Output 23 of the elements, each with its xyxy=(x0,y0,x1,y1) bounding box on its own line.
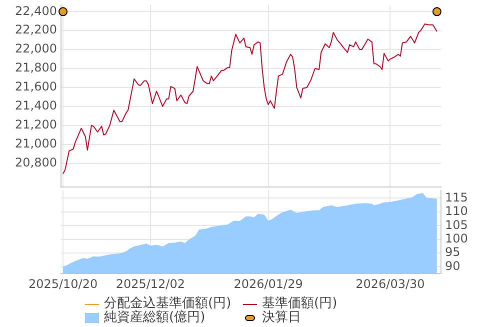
y2-tick-label: 90 xyxy=(445,258,460,273)
y-tick-label: 22,000 xyxy=(15,42,57,56)
y-tick-label: 21,400 xyxy=(15,98,57,113)
y2-tick-label: 110 xyxy=(445,204,468,218)
y-tick-label: 21,000 xyxy=(15,136,57,150)
x-tick-label: 2026/01/29 xyxy=(234,276,303,291)
legend-label: 基準価額(円) xyxy=(262,296,338,311)
x-tick-label: 2025/12/02 xyxy=(116,276,185,291)
legend-label: 決算日 xyxy=(262,310,301,325)
y-tick-label: 22,400 xyxy=(15,4,57,18)
y-tick-label: 22,200 xyxy=(15,22,57,37)
y-tick-label: 21,200 xyxy=(15,118,57,132)
y-tick-label: 21,800 xyxy=(15,60,57,75)
x-tick-label: 2026/03/30 xyxy=(356,276,425,291)
legend-label: 分配金込基準価額(円) xyxy=(104,296,232,311)
y2-tick-label: 100 xyxy=(445,231,468,246)
y-tick-label: 21,600 xyxy=(15,80,57,94)
y2-tick-label: 105 xyxy=(445,218,468,232)
y2-tick-label: 95 xyxy=(445,245,460,260)
y2-tick-label: 115 xyxy=(445,190,468,204)
legend-label: 純資産総額(億円) xyxy=(104,310,206,325)
y-tick-label: 20,800 xyxy=(15,155,57,170)
x-tick-label: 2025/10/20 xyxy=(28,276,98,291)
